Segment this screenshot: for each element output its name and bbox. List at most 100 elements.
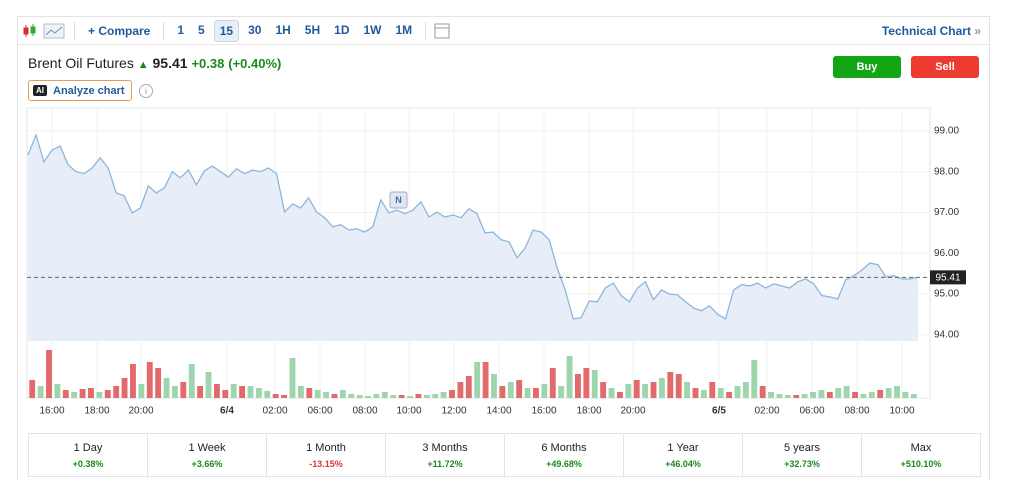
volume-bar: [79, 389, 86, 398]
volume-bar: [776, 394, 783, 398]
up-arrow: ▲: [137, 59, 149, 71]
x-tick-label: 08:00: [844, 406, 869, 417]
volume-bar: [575, 374, 581, 398]
period-label: 5 years: [783, 442, 821, 454]
volume-bar: [465, 376, 472, 398]
volume-bar: [407, 396, 413, 398]
volume-bar: [491, 374, 497, 398]
volume-bar: [180, 382, 187, 398]
volume-bar: [591, 370, 598, 398]
interval-button[interactable]: 5H: [304, 22, 321, 37]
price-tag-bg: [930, 270, 966, 285]
volume-bar: [440, 392, 447, 398]
x-tick-label: 16:00: [39, 406, 64, 417]
period-change: +510.10%: [900, 459, 942, 469]
volume-bar: [692, 388, 699, 398]
volume-bar: [684, 382, 691, 398]
period-cell[interactable]: Max +510.10%: [862, 434, 980, 476]
ai-badge: AI: [33, 85, 47, 96]
volume-bar: [759, 386, 766, 398]
instrument-header: Brent Oil Futures ▲ 95.41 +0.38 (+0.40%): [28, 55, 281, 71]
volume-bar: [885, 388, 892, 398]
volume-bar: [810, 392, 816, 398]
news-label: N: [395, 195, 402, 205]
sell-button[interactable]: Sell: [911, 56, 979, 78]
volume-bar: [138, 384, 145, 398]
period-change: -13.15%: [309, 459, 343, 469]
period-cell[interactable]: 3 Months +11.72%: [386, 434, 505, 476]
y-tick-label: 99.00: [934, 126, 959, 137]
interval-button[interactable]: 1D: [334, 22, 350, 37]
x-tick-label: 18:00: [84, 406, 109, 417]
volume-bar: [709, 382, 716, 398]
period-performance: 1 Day +0.38% 1 Week +3.66% 1 Month -13.15% 3 M…: [28, 433, 981, 477]
interval-button[interactable]: 5: [198, 22, 205, 37]
volume-bar: [793, 395, 800, 398]
volume-bar: [188, 364, 195, 398]
volume-bar: [62, 390, 69, 398]
interval-group: 1 5 15 30 1H 5H 1D 1W 1M: [170, 19, 419, 42]
volume-bar: [625, 384, 632, 398]
interval-button[interactable]: 1H: [275, 22, 291, 37]
interval-button[interactable]: 30: [248, 22, 262, 37]
volume-bar: [230, 384, 237, 398]
interval-button[interactable]: 1M: [395, 22, 413, 37]
info-icon[interactable]: i: [138, 83, 154, 99]
price-chart: 16:00 18:00 20:00 6/4 02:00 06:00 08:00 10:00 12…: [26, 107, 966, 417]
volume-bar: [373, 394, 380, 398]
volume-bar: [902, 392, 909, 398]
volume-bar: [205, 372, 212, 398]
period-label: 1 Month: [306, 442, 346, 454]
analyze-chart-button[interactable]: AI Analyze chart: [28, 80, 132, 101]
volume-bar: [642, 384, 649, 398]
interval-button[interactable]: 1W: [363, 22, 382, 37]
area-icon[interactable]: [42, 21, 68, 41]
volume-bar: [877, 390, 884, 398]
x-tick-label: 6/5: [712, 406, 726, 417]
volume-bar: [323, 392, 330, 398]
volume-bar: [171, 386, 178, 398]
x-tick-label: 10:00: [396, 406, 421, 417]
volume-bar: [155, 368, 162, 398]
volume-bar: [213, 384, 220, 398]
period-change: +11.72%: [427, 459, 463, 469]
period-cell[interactable]: 6 Months +49.68%: [505, 434, 624, 476]
volume-bar: [482, 362, 489, 398]
volume-bar: [272, 394, 279, 398]
period-cell[interactable]: 1 Year +46.04%: [624, 434, 743, 476]
price-line: [27, 133, 919, 321]
table-icon[interactable]: [432, 21, 452, 41]
x-tick-label: 06:00: [307, 406, 332, 417]
volume-bar: [163, 378, 170, 398]
volume-bar: [801, 394, 808, 398]
volume-bar: [297, 386, 304, 398]
chevron: »: [974, 23, 981, 38]
volume-bar: [499, 386, 506, 398]
interval-button[interactable]: 15: [213, 19, 240, 42]
volume-bar: [398, 395, 405, 398]
period-label: 1 Year: [667, 442, 699, 454]
volume-bar: [650, 382, 657, 398]
period-cell[interactable]: 1 Day +0.38%: [29, 434, 148, 476]
change: +0.38: [191, 56, 225, 71]
volume-bar: [633, 380, 640, 398]
volume-bar: [457, 382, 464, 398]
separator: [74, 21, 75, 40]
period-label: Max: [910, 442, 932, 454]
volume-bar: [734, 386, 741, 398]
volume-bar: [37, 386, 44, 398]
candle-icon[interactable]: [18, 21, 42, 41]
compare-button[interactable]: + Compare: [88, 23, 151, 38]
volume-bar: [658, 378, 665, 398]
buy-button[interactable]: Buy: [833, 56, 901, 78]
technical-chart-link[interactable]: Technical Chart »: [882, 24, 981, 38]
period-cell[interactable]: 5 years +32.73%: [743, 434, 862, 476]
period-cell[interactable]: 1 Month -13.15%: [267, 434, 386, 476]
period-change: +3.66%: [191, 459, 223, 469]
volume-bar: [541, 384, 548, 398]
period-cell[interactable]: 1 Week +3.66%: [148, 434, 267, 476]
volume-bar: [860, 394, 867, 398]
volume-bar: [558, 386, 565, 398]
interval-button[interactable]: 1: [177, 22, 185, 37]
volume-bar: [768, 392, 775, 398]
